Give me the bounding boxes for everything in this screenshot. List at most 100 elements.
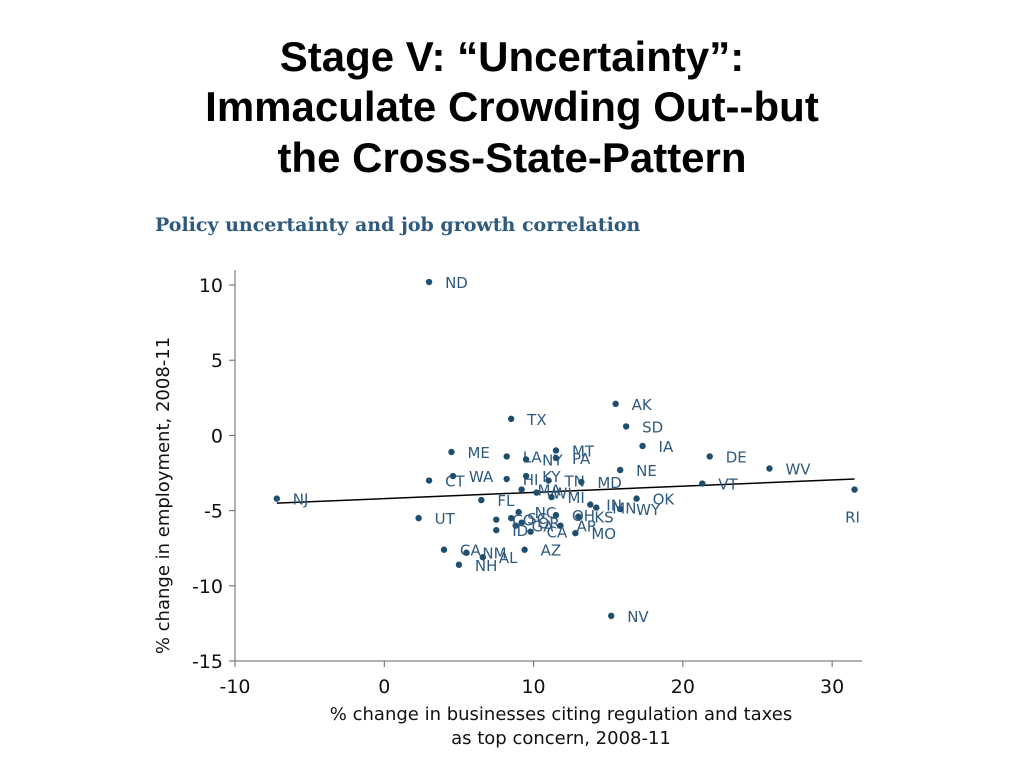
data-point [557, 522, 564, 529]
point-label: WA [469, 468, 494, 486]
point-label: NV [627, 608, 649, 626]
data-point [440, 546, 448, 553]
data-point [622, 423, 630, 430]
axes: 10 5 0 -5 -10 -15 -10 0 10 20 30 [192, 270, 862, 698]
data-point [612, 400, 619, 408]
data-point [478, 496, 485, 504]
point-label: RI [845, 509, 860, 527]
point-label: MI [567, 489, 584, 507]
data-point [507, 415, 515, 423]
point-label: NJ [293, 491, 309, 509]
point-label: WY [636, 501, 661, 519]
data-point [493, 516, 500, 523]
data-point [455, 561, 463, 568]
point-label: IA [659, 438, 674, 456]
point-label: GA [532, 518, 555, 536]
point-label: TN [564, 473, 585, 491]
data-point [518, 486, 525, 493]
data-point [587, 501, 594, 508]
data-point [766, 465, 773, 472]
point-label: MO [591, 525, 616, 543]
point-label: NE [636, 462, 657, 480]
point-label: VT [718, 476, 738, 494]
data-point [545, 477, 552, 484]
x-tick-label: 20 [671, 676, 695, 698]
data-point [415, 514, 422, 522]
point-label: WV [785, 461, 811, 479]
point-label: MT [572, 442, 595, 460]
data-point [479, 554, 487, 561]
point-label: SC [527, 510, 547, 528]
point-label: IN [606, 497, 622, 515]
point-label: UT [435, 510, 456, 528]
y-axis-label: % change in employment, 2008-11 [153, 337, 174, 654]
point-label: AR [576, 518, 597, 536]
slide-title-line: Immaculate Crowding Out--but [205, 83, 819, 131]
point-label: OH [572, 507, 595, 525]
data-point [548, 493, 555, 501]
y-tick-label: -10 [192, 576, 223, 598]
point-label: NH [475, 557, 498, 575]
point-label: KS [594, 509, 613, 527]
data-point [552, 447, 560, 454]
point-label: OK [653, 491, 676, 509]
point-label: OR [538, 515, 560, 533]
point-label: FL [497, 492, 515, 510]
point-label: CO [512, 512, 534, 530]
y-tick-label: -5 [204, 501, 223, 523]
point-label: TX [526, 411, 546, 429]
data-point [575, 513, 582, 520]
point-label: ME [467, 444, 489, 462]
data-point [706, 453, 713, 460]
data-point [507, 514, 515, 522]
data-point [273, 495, 280, 502]
point-label: MD [597, 474, 622, 492]
point-label: NC [535, 504, 557, 522]
chart-title: Policy uncertainty and job growth correl… [155, 214, 641, 236]
slide-title: Stage V: “Uncertainty”: Immaculate Crowd… [0, 32, 1024, 183]
y-tick-label: 10 [199, 275, 223, 297]
axis-labels: % change in employment, 2008-11 % change … [153, 337, 792, 749]
data-point [512, 522, 519, 529]
point-label: SD [642, 418, 663, 436]
point-label: WI [553, 485, 572, 503]
data-point [593, 504, 600, 511]
y-tick-label: -15 [192, 651, 223, 673]
y-tick-label: 5 [211, 350, 223, 372]
data-point [521, 546, 528, 553]
point-label: CA [547, 524, 568, 542]
point-label: MA [538, 482, 562, 500]
data-point [633, 495, 640, 502]
y-tick-label: 0 [211, 425, 223, 447]
x-tick-label: 30 [820, 676, 844, 698]
point-label: MN [612, 500, 636, 518]
point-label: AK [632, 396, 653, 414]
data-point [608, 612, 615, 620]
point-label: ND [445, 274, 468, 292]
data-point [699, 480, 706, 487]
x-tick-label: 0 [378, 676, 390, 698]
point-label: AL [499, 549, 518, 567]
data-point [616, 505, 624, 513]
data-point [493, 526, 500, 534]
data-point [425, 278, 433, 286]
data-point [552, 454, 560, 462]
x-axis-label-line: % change in businesses citing regulation… [330, 704, 792, 725]
point-label: NY [542, 451, 563, 469]
data-point [463, 549, 470, 556]
x-axis-label-line: as top concern, 2008-11 [451, 728, 671, 749]
data-point [503, 453, 510, 460]
data-point [572, 529, 579, 537]
x-tick-label: -10 [219, 676, 250, 698]
data-point [448, 448, 455, 456]
point-label: PA [572, 450, 591, 468]
data-point [552, 511, 560, 519]
data-point [639, 442, 646, 450]
trendline-group [276, 478, 855, 504]
point-label: DE [726, 448, 747, 466]
data-point [527, 528, 534, 535]
data-point [515, 508, 522, 516]
data-point [533, 489, 540, 496]
